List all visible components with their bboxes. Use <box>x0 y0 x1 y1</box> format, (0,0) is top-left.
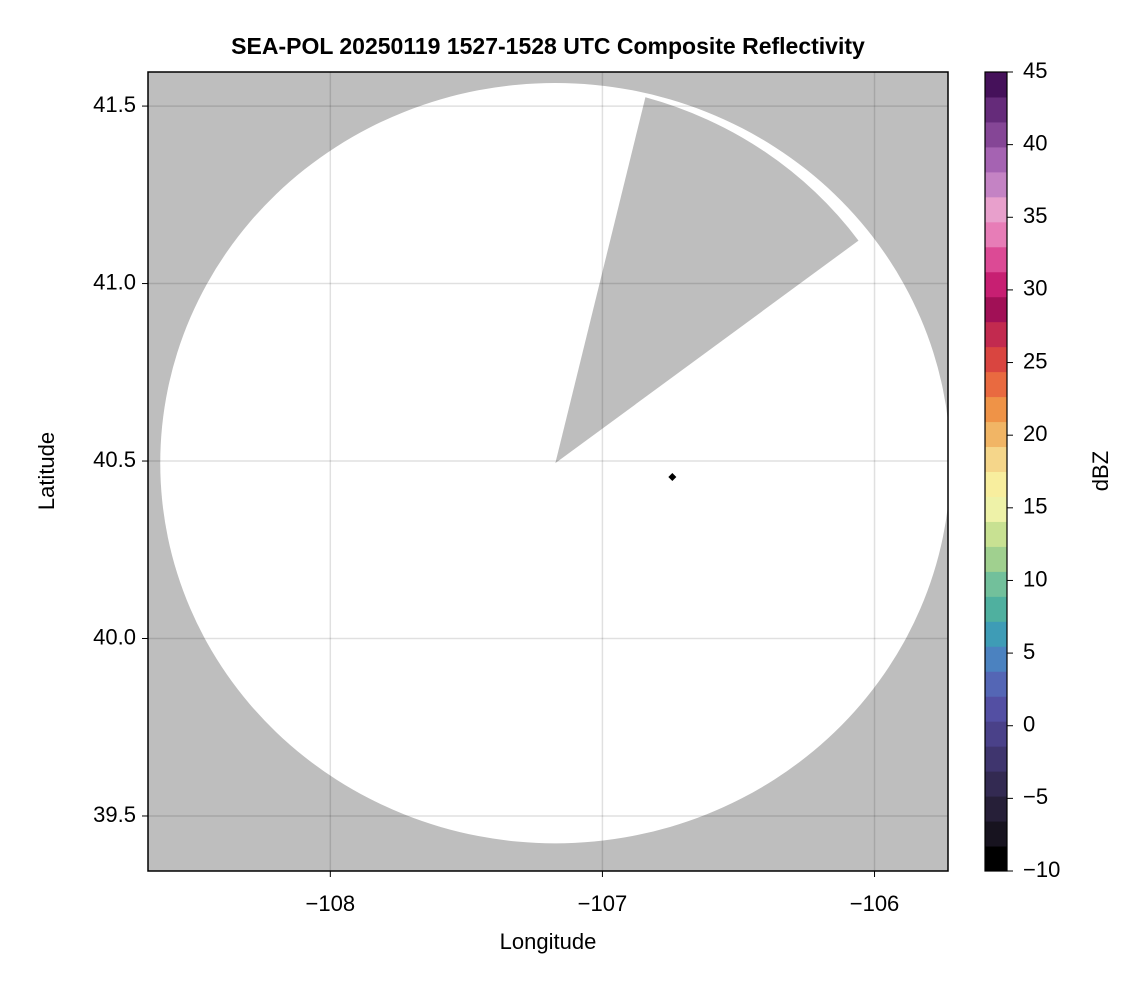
colorbar-band <box>985 746 1007 772</box>
colorbar-band <box>985 671 1007 697</box>
colorbar-band <box>985 471 1007 497</box>
colorbar-tick-label: −10 <box>1023 857 1060 882</box>
colorbar-band <box>985 696 1007 722</box>
colorbar-tick-label: 0 <box>1023 712 1035 737</box>
colorbar-band <box>985 371 1007 398</box>
colorbar-tick-label: 40 <box>1023 130 1047 155</box>
chart-title: SEA-POL 20250119 1527-1528 UTC Composite… <box>231 33 865 59</box>
colorbar-band <box>985 271 1007 298</box>
colorbar-band <box>985 396 1007 423</box>
colorbar-band <box>985 621 1007 647</box>
y-tick-label: 41.0 <box>93 269 136 294</box>
y-tick-label: 39.5 <box>93 802 136 827</box>
colorbar-band <box>985 521 1007 547</box>
x-axis-label: Longitude <box>500 929 597 954</box>
colorbar-tick-label: 35 <box>1023 203 1047 228</box>
colorbar-tick-label: 45 <box>1023 58 1047 83</box>
colorbar-band <box>985 321 1007 348</box>
colorbar-band <box>985 821 1007 847</box>
colorbar-tick-label: 15 <box>1023 494 1047 519</box>
y-tick-label: 40.0 <box>93 624 136 649</box>
colorbar-band <box>985 96 1007 123</box>
colorbar-band <box>985 72 1007 98</box>
colorbar-label: dBZ <box>1088 451 1113 491</box>
colorbar-band <box>985 171 1007 198</box>
plot-area <box>148 72 948 871</box>
colorbar-band <box>985 771 1007 797</box>
colorbar-band <box>985 496 1007 522</box>
colorbar-band <box>985 121 1007 148</box>
y-tick-label: 41.5 <box>93 92 136 117</box>
colorbar-band <box>985 146 1007 173</box>
blocked-sector <box>555 97 859 464</box>
colorbar-band <box>985 221 1007 248</box>
x-tick-label: −106 <box>850 891 900 916</box>
site-marker <box>668 473 677 482</box>
colorbar-band <box>985 196 1007 223</box>
colorbar-tick-label: 5 <box>1023 639 1035 664</box>
plot-frame <box>147 71 949 872</box>
colorbar-tick-label: −5 <box>1023 784 1048 809</box>
colorbar-band <box>985 571 1007 597</box>
colorbar-band <box>985 446 1007 472</box>
colorbar-band <box>985 796 1007 822</box>
colorbar-band <box>985 546 1007 572</box>
x-tick-label: −107 <box>578 891 628 916</box>
colorbar-band <box>985 296 1007 323</box>
colorbar-frame <box>984 71 1008 872</box>
colorbar-band <box>985 596 1007 622</box>
x-tick-label: −108 <box>306 891 356 916</box>
colorbar-tick-label: 25 <box>1023 348 1047 373</box>
y-axis-label: Latitude <box>34 432 59 510</box>
colorbar-band <box>985 421 1007 448</box>
colorbar-band <box>985 846 1007 872</box>
colorbar-band <box>985 346 1007 373</box>
colorbar-band <box>985 246 1007 273</box>
colorbar-tick-label: 30 <box>1023 276 1047 301</box>
colorbar-band <box>985 721 1007 747</box>
colorbar-band <box>985 646 1007 672</box>
y-tick-label: 40.5 <box>93 447 136 472</box>
colorbar-tick-label: 10 <box>1023 566 1047 591</box>
colorbar-tick-label: 20 <box>1023 421 1047 446</box>
